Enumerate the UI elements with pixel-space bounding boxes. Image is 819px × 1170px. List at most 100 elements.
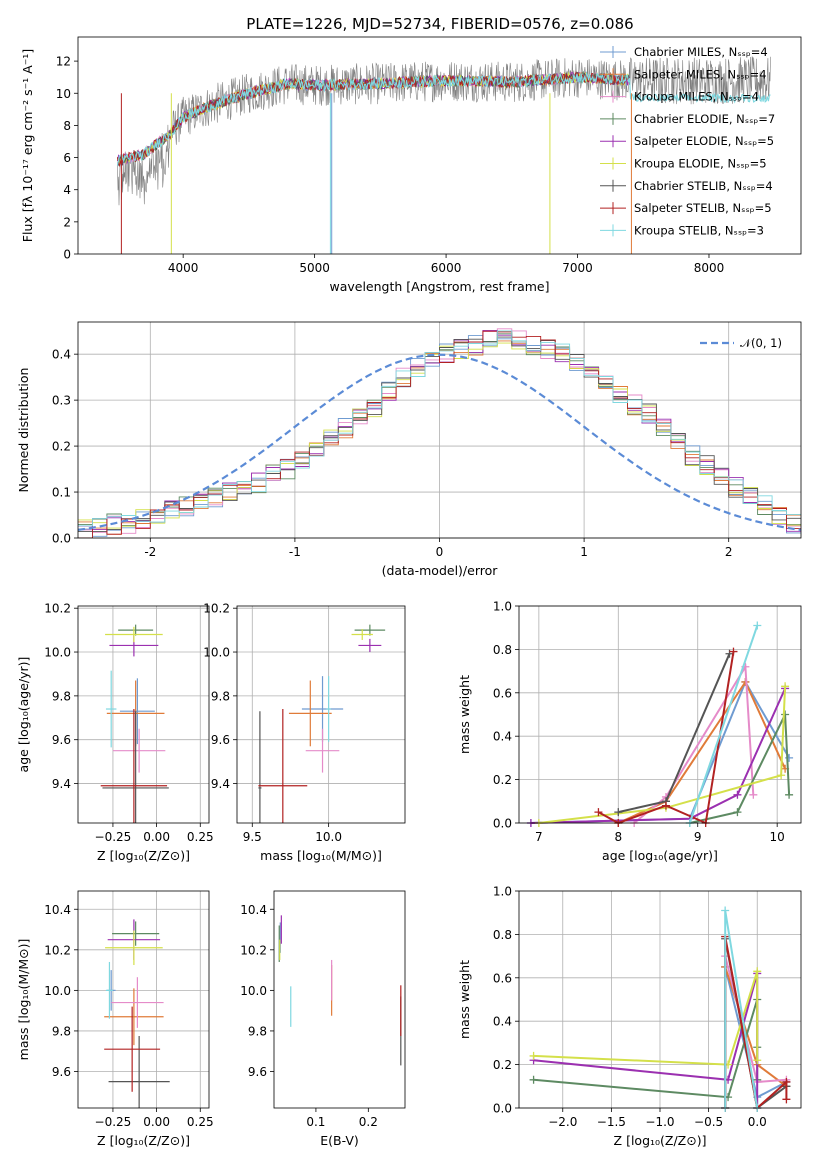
histogram-8 [78,330,801,527]
legend-entry: Chabrier STELIB, Nₛₛₚ=4 [634,179,773,193]
spectrum-data [117,56,771,206]
y-tick-label: 0.0 [493,1102,512,1116]
weight-marker [781,710,790,719]
y-tick-label: 0.2 [493,1058,512,1072]
y-tick-label: 9.8 [211,689,230,703]
y-tick-label: 10.0 [240,984,267,998]
x-tick-label: −0.25 [95,830,132,844]
axes-frame [518,605,802,824]
y-tick-label: 10 [56,87,71,101]
errorbar-area [258,624,386,823]
x-tick-label: -2 [144,545,156,559]
x-axis-label: Z [log₁₀(Z/Z⊙)] [97,1133,190,1148]
axes-frame [518,890,802,1109]
x-tick-label: 0.1 [306,1115,325,1129]
x-axis-label: Z [log₁₀(Z/Z⊙)] [97,848,190,863]
y-tick-label: 0.3 [52,394,71,408]
spectrum-area [116,56,771,254]
legend-entry: 𝒩(0, 1) [740,336,782,350]
y-tick-label: 10.4 [44,903,71,917]
legend-entry: Chabrier MILES, Nₛₛₚ=4 [634,45,768,59]
y-tick-label: 0.2 [493,773,512,787]
legend-entry: Kroupa MILES, Nₛₛₚ=4 [634,90,759,104]
axes-frame [77,36,802,255]
weight-marker [721,906,730,915]
y-tick-label: 0 [63,248,71,262]
y-tick-label: 0.0 [493,817,512,831]
y-tick-label: 1.0 [493,600,512,614]
x-tick-label: −0.5 [694,1115,723,1129]
weight-marker [529,1075,538,1084]
weight-marker [729,647,738,656]
x-tick-label: 1 [580,545,588,559]
panel-3: 9.5 10.0 9.4 9.6 9.8 10.0 10.2 mass [log₁₀(M/M⊙… [203,602,406,863]
x-axis-label: age [log₁₀(age/yr)] [602,848,718,863]
x-axis-label: E(B-V) [320,1133,359,1148]
axes-frame [273,890,406,1109]
panel-7: −2.0 −1.5 −1.0 −0.5 0.0 0.0 0.2 0.4 0.6 0.8 1.0 Z [… [457,885,802,1148]
y-axis-label: mass [log₁₀(M/M⊙)] [16,939,31,1061]
panel-0: 4000 5000 6000 7000 8000 0 2 4 6 8 10 12 wavelength … [20,36,802,294]
y-axis-label: mass weight [457,960,472,1039]
y-tick-label: 0.4 [52,348,71,362]
hist-area [78,328,801,538]
x-tick-label: 8 [614,830,622,844]
panel-6: 0.1 0.2 9.6 9.8 10.0 10.2 10.4 E(B-V) [240,890,406,1148]
x-tick-label: 7000 [562,261,593,275]
x-axis-label: (data-model)/error [382,563,499,578]
y-tick-label: 9.8 [52,689,71,703]
y-tick-label: 9.4 [52,777,71,791]
line-area [526,621,794,827]
x-axis-label: Z [log₁₀(Z/Z⊙)] [614,1133,707,1148]
y-tick-label: 0.1 [52,486,71,500]
x-tick-label: −0.25 [95,1115,132,1129]
y-axis-label: Normed distribution [16,368,31,493]
legend-entry: Salpeter MILES, Nₛₛₚ=4 [634,67,767,81]
weight-marker [777,771,786,780]
x-tick-label: 0.25 [187,830,214,844]
x-tick-label: 0.00 [143,1115,170,1129]
model-spectrum-8 [116,70,771,166]
errorbar-area [104,919,170,1108]
plot-layer: 4000 5000 6000 7000 8000024681012wavelength … [16,36,802,1148]
x-tick-label: 0.0 [748,1115,767,1129]
legend-entry: Salpeter ELODIE, Nₛₛₚ=5 [634,134,774,148]
y-tick-label: 6 [63,151,71,165]
panel-4: 7 8 9 10 0.0 0.2 0.4 0.6 0.8 1.0 age [log₁₀(age/yr… [457,600,802,863]
weight-marker [733,808,742,817]
weight-line-3 [533,999,759,1099]
weight-line-8 [688,625,759,824]
x-tick-label: -1 [289,545,301,559]
weight-marker [785,790,794,799]
weight-marker [594,808,603,817]
y-tick-label: 9.6 [52,733,71,747]
x-tick-label: 0.2 [359,1115,378,1129]
x-tick-label: 4000 [168,261,199,275]
figure-title: PLATE=1226, MJD=52734, FIBERID=0576, z=0… [246,15,633,33]
x-tick-label: 0.25 [187,1115,214,1129]
x-tick-label: −1.0 [645,1115,674,1129]
axes-frame [236,605,406,824]
y-tick-label: 9.6 [248,1065,267,1079]
x-tick-label: 5000 [299,261,330,275]
errorbar-area [100,624,169,823]
y-tick-label: 10.4 [240,903,267,917]
weight-line-1 [617,679,787,824]
weight-line-4 [530,688,787,824]
y-tick-label: 10.0 [44,984,71,998]
y-tick-label: 9.8 [52,1024,71,1038]
weight-marker [782,1077,791,1086]
weight-line-3 [689,714,791,824]
legend-entry: Kroupa STELIB, Nₛₛₚ=3 [634,223,764,237]
axes-frame [77,605,210,824]
x-tick-label: −1.5 [597,1115,626,1129]
x-axis-label: mass [log₁₀(M/M⊙)] [260,848,382,863]
weight-marker [661,801,670,810]
y-tick-label: 10.2 [44,602,71,616]
weight-marker [781,682,790,691]
weight-marker [782,1095,791,1104]
legend: Chabrier MILES, Nₛₛₚ=4 Salpeter MILES, Nₛ… [600,45,775,237]
weight-marker [733,790,742,799]
weight-marker [753,1056,762,1065]
